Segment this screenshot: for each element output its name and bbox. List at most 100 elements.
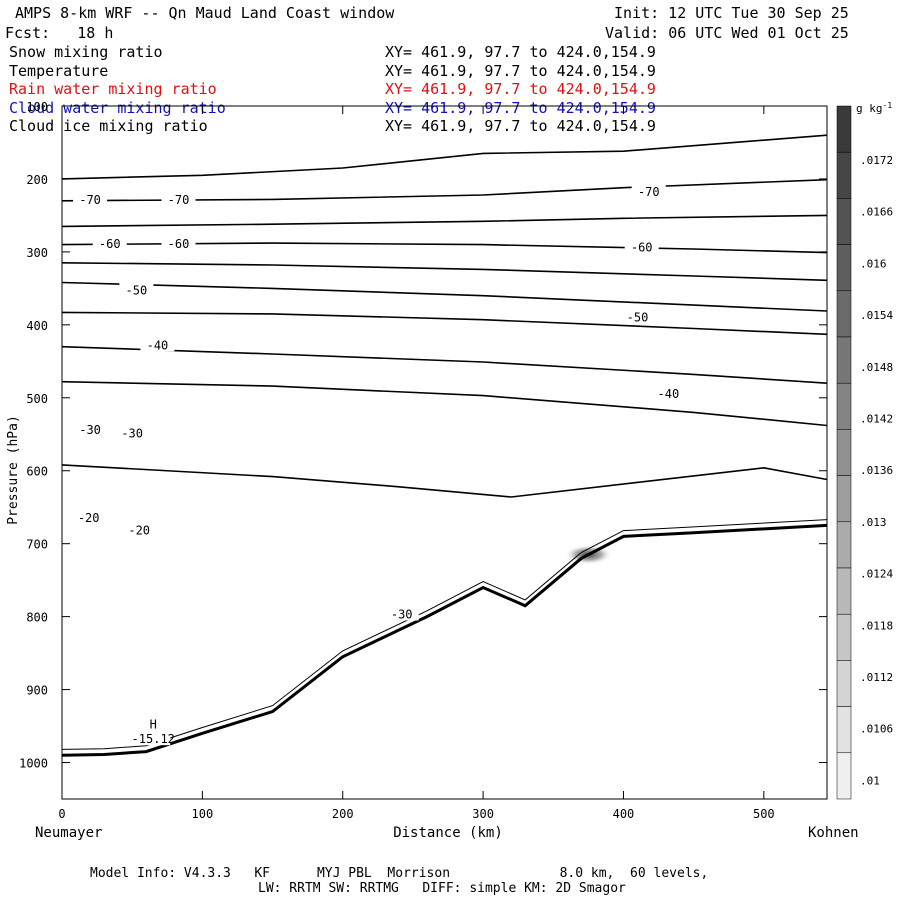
colorbar-label: .0154 bbox=[860, 309, 893, 322]
contour-label-bg bbox=[115, 425, 150, 440]
x-tick-label: 100 bbox=[192, 807, 214, 821]
isotherm-contour bbox=[61, 214, 828, 228]
x-tick-label: 400 bbox=[613, 807, 635, 821]
model-info-line1: Model Info: V4.3.3 KF MYJ PBL Morrison 8… bbox=[90, 866, 709, 881]
colorbar-label: .013 bbox=[860, 516, 887, 529]
colorbar-unit: g kg-1 bbox=[856, 101, 892, 115]
contour-label-bg bbox=[161, 192, 196, 207]
y-tick-label: 700 bbox=[26, 538, 48, 552]
contour-label-bg bbox=[140, 337, 175, 352]
y-tick-label: 900 bbox=[26, 684, 48, 698]
colorbar-label: .01 bbox=[860, 774, 880, 787]
chart-title: AMPS 8-km WRF -- Qn Maud Land Coast wind… bbox=[15, 4, 395, 22]
legend-field-name: Cloud ice mixing ratio bbox=[9, 117, 208, 135]
y-tick-label: 200 bbox=[26, 173, 48, 187]
contour-label-bg bbox=[624, 239, 659, 254]
init-time: Init: 12 UTC Tue 30 Sep 25 bbox=[614, 4, 849, 22]
colorbar-swatch bbox=[836, 706, 852, 754]
isotherm-contour bbox=[61, 281, 828, 312]
x-left-station: Neumayer bbox=[35, 825, 102, 841]
contour-label: -50 bbox=[627, 311, 649, 325]
y-axis-label: Pressure (hPa) bbox=[6, 415, 21, 525]
contour-label-bg bbox=[73, 192, 108, 207]
colorbar-swatch bbox=[836, 151, 852, 199]
contour-label: -30 bbox=[391, 607, 413, 621]
colorbar-swatch bbox=[836, 429, 852, 476]
isotherm-contour bbox=[61, 242, 828, 254]
contour-label-bg bbox=[620, 309, 655, 324]
contour-label-bg bbox=[136, 716, 171, 731]
y-tick-label: 600 bbox=[26, 465, 48, 479]
contour-label: -30 bbox=[79, 423, 101, 437]
colorbar: .0172 .0166 .016 .0154 .0148 .0142 .0136 .013 .0… bbox=[836, 105, 893, 800]
contour-label: -70 bbox=[79, 193, 101, 207]
colorbar-label: .0142 bbox=[860, 413, 893, 426]
contour-label: -60 bbox=[168, 237, 190, 251]
x-right-station: Kohnen bbox=[808, 825, 859, 841]
colorbar-label: .0172 bbox=[860, 154, 893, 167]
legend-field-xy: XY= 461.9, 97.7 to 424.0,154.9 bbox=[385, 61, 656, 80]
colorbar-label: .0166 bbox=[860, 206, 893, 219]
contour-label: -40 bbox=[147, 338, 169, 352]
colorbar-swatch bbox=[836, 567, 852, 615]
contour-label-bg bbox=[71, 510, 106, 525]
contour-label: -30 bbox=[121, 427, 143, 441]
contour-label-bg bbox=[136, 731, 171, 746]
isotherm-contour bbox=[61, 380, 828, 427]
colorbar-label: .0124 bbox=[860, 568, 893, 581]
legend-field-name: Snow mixing ratio bbox=[9, 43, 163, 61]
colorbar-label: .0106 bbox=[860, 723, 893, 736]
legend-field-name: Temperature bbox=[9, 61, 109, 80]
x-tick-label: 500 bbox=[753, 807, 775, 821]
colorbar-label: .0118 bbox=[860, 619, 893, 632]
x-tick-label: 300 bbox=[472, 807, 494, 821]
colorbar-swatch bbox=[836, 105, 852, 153]
contour-label-bg bbox=[122, 522, 157, 537]
y-tick-label: 100 bbox=[26, 100, 48, 114]
contour-label-bg bbox=[631, 184, 666, 199]
contour-label: -70 bbox=[168, 193, 190, 207]
y-tick-label: 800 bbox=[26, 611, 48, 625]
terrain-upper-line bbox=[61, 519, 828, 750]
contour-label: -60 bbox=[99, 237, 121, 251]
isotherm-contour bbox=[61, 311, 828, 336]
colorbar-swatch bbox=[836, 752, 852, 800]
isotherm-contour bbox=[61, 134, 828, 180]
contour-label: -60 bbox=[631, 241, 653, 255]
isotherm-contour bbox=[61, 345, 828, 384]
legend-field-xy: XY= 461.9, 97.7 to 424.0,154.9 bbox=[385, 43, 656, 61]
contour-label: -40 bbox=[658, 387, 680, 401]
legend-field-xy: XY= 461.9, 97.7 to 424.0,154.9 bbox=[385, 98, 656, 117]
isotherm-contour bbox=[61, 178, 828, 202]
contour-label-bg bbox=[384, 606, 419, 621]
colorbar-swatch bbox=[836, 336, 852, 384]
colorbar-label: .0112 bbox=[860, 671, 893, 684]
y-tick-label: 1000 bbox=[19, 757, 48, 771]
contour-label: -50 bbox=[126, 284, 148, 298]
colorbar-label: .0148 bbox=[860, 361, 893, 374]
legend-field-xy: XY= 461.9, 97.7 to 424.0,154.9 bbox=[385, 80, 656, 98]
terrain-surface-line bbox=[61, 523, 828, 757]
colorbar-label: .016 bbox=[860, 257, 887, 270]
colorbar-swatch bbox=[836, 290, 852, 338]
plot-frame bbox=[61, 105, 828, 800]
y-tick-label: 400 bbox=[26, 319, 48, 333]
legend-field-name: Rain water mixing ratio bbox=[9, 80, 217, 98]
forecast-hour: Fcst: 18 h bbox=[5, 24, 114, 42]
x-tick-label: 0 bbox=[58, 807, 65, 821]
contour-label: H bbox=[150, 718, 157, 732]
colorbar-swatch bbox=[836, 521, 852, 569]
legend-field-xy: XY= 461.9, 97.7 to 424.0,154.9 bbox=[385, 117, 656, 135]
contour-label-bg bbox=[119, 282, 154, 297]
contour-label-bg bbox=[161, 235, 196, 250]
colorbar-label: .0136 bbox=[860, 464, 893, 477]
valid-time: Valid: 06 UTC Wed 01 Oct 25 bbox=[605, 24, 849, 42]
contour-label-bg bbox=[92, 235, 127, 250]
y-tick-label: 300 bbox=[26, 246, 48, 260]
contour-label-bg bbox=[651, 386, 686, 401]
colorbar-swatch bbox=[836, 382, 852, 430]
contour-label: -15.12 bbox=[132, 732, 175, 746]
colorbar-swatch bbox=[836, 198, 852, 245]
x-tick-label: 200 bbox=[332, 807, 354, 821]
